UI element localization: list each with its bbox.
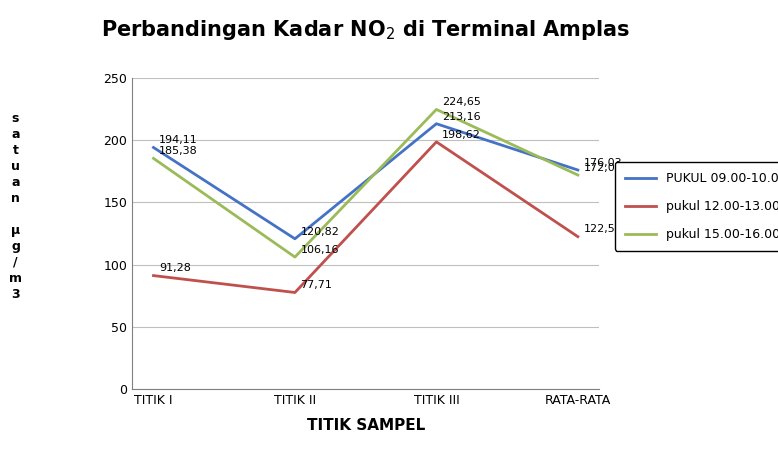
Text: 172,00: 172,00 <box>584 163 622 173</box>
pukul 12.00-13.00 <box>290 290 300 295</box>
pukul 12.00-13.00 <box>149 273 158 278</box>
pukul 12.00-13.00 <box>573 234 583 240</box>
Text: s
a
t
u
a
n

μ
g
/
m
3: s a t u a n μ g / m 3 <box>9 112 22 300</box>
Text: 91,28: 91,28 <box>159 263 191 273</box>
X-axis label: TITIK SAMPEL: TITIK SAMPEL <box>307 418 425 433</box>
Text: 185,38: 185,38 <box>159 146 198 156</box>
PUKUL 09.00-10.00 <box>290 236 300 241</box>
Text: 120,82: 120,82 <box>300 227 339 237</box>
Text: 77,71: 77,71 <box>300 280 332 290</box>
Text: 198,62: 198,62 <box>442 130 481 140</box>
pukul 15.00-16.00 <box>149 156 158 161</box>
Text: 106,16: 106,16 <box>300 245 339 255</box>
Text: 213,16: 213,16 <box>442 112 481 121</box>
pukul 15.00-16.00 <box>573 172 583 178</box>
Legend: PUKUL 09.00-10.00, pukul 12.00-13.00, pukul 15.00-16.00: PUKUL 09.00-10.00, pukul 12.00-13.00, pu… <box>615 162 778 251</box>
pukul 12.00-13.00 <box>432 139 441 145</box>
PUKUL 09.00-10.00 <box>149 145 158 150</box>
Line: pukul 15.00-16.00: pukul 15.00-16.00 <box>153 109 578 257</box>
pukul 15.00-16.00 <box>432 107 441 112</box>
Line: PUKUL 09.00-10.00: PUKUL 09.00-10.00 <box>153 124 578 239</box>
Text: 224,65: 224,65 <box>442 97 481 107</box>
pukul 15.00-16.00 <box>290 254 300 260</box>
PUKUL 09.00-10.00 <box>573 167 583 173</box>
Line: pukul 12.00-13.00: pukul 12.00-13.00 <box>153 142 578 293</box>
Text: 194,11: 194,11 <box>159 135 198 145</box>
Text: Perbandingan Kadar NO$_2$ di Terminal Amplas: Perbandingan Kadar NO$_2$ di Terminal Am… <box>101 18 630 42</box>
PUKUL 09.00-10.00 <box>432 121 441 126</box>
Text: 176,03: 176,03 <box>584 158 622 168</box>
Text: 122,53: 122,53 <box>584 224 622 234</box>
